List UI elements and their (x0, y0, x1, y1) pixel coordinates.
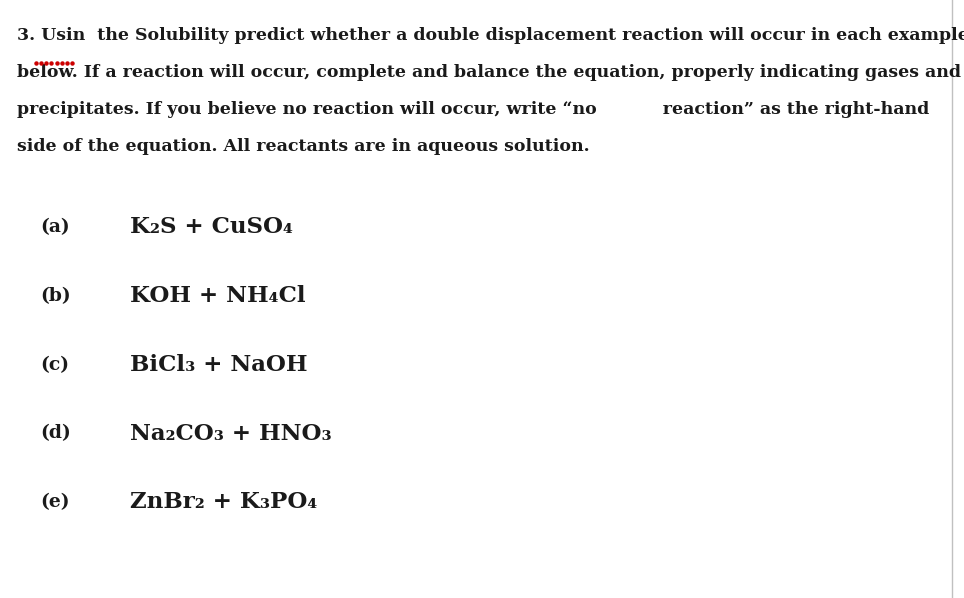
Text: (b): (b) (40, 287, 71, 305)
Text: (d): (d) (40, 425, 71, 443)
Text: Na₂CO₃ + HNO₃: Na₂CO₃ + HNO₃ (130, 423, 332, 444)
Text: precipitates. If you believe no reaction will occur, write “no           reactio: precipitates. If you believe no reaction… (17, 101, 929, 118)
Text: below. If a reaction will occur, complete and balance the equation, properly ind: below. If a reaction will occur, complet… (17, 64, 961, 81)
Text: side of the equation. All reactants are in aqueous solution.: side of the equation. All reactants are … (17, 138, 590, 155)
Text: (c): (c) (40, 356, 69, 374)
Text: (e): (e) (40, 493, 70, 511)
Text: BiCl₃ + NaOH: BiCl₃ + NaOH (130, 354, 308, 376)
Text: K₂S + CuSO₄: K₂S + CuSO₄ (130, 216, 293, 238)
Text: KOH + NH₄Cl: KOH + NH₄Cl (130, 285, 306, 307)
Text: (a): (a) (40, 218, 70, 236)
Text: ZnBr₂ + K₃PO₄: ZnBr₂ + K₃PO₄ (130, 492, 317, 513)
Text: 3. Usin  the Solubility predict whether a double displacement reaction will occu: 3. Usin the Solubility predict whether a… (17, 27, 964, 44)
